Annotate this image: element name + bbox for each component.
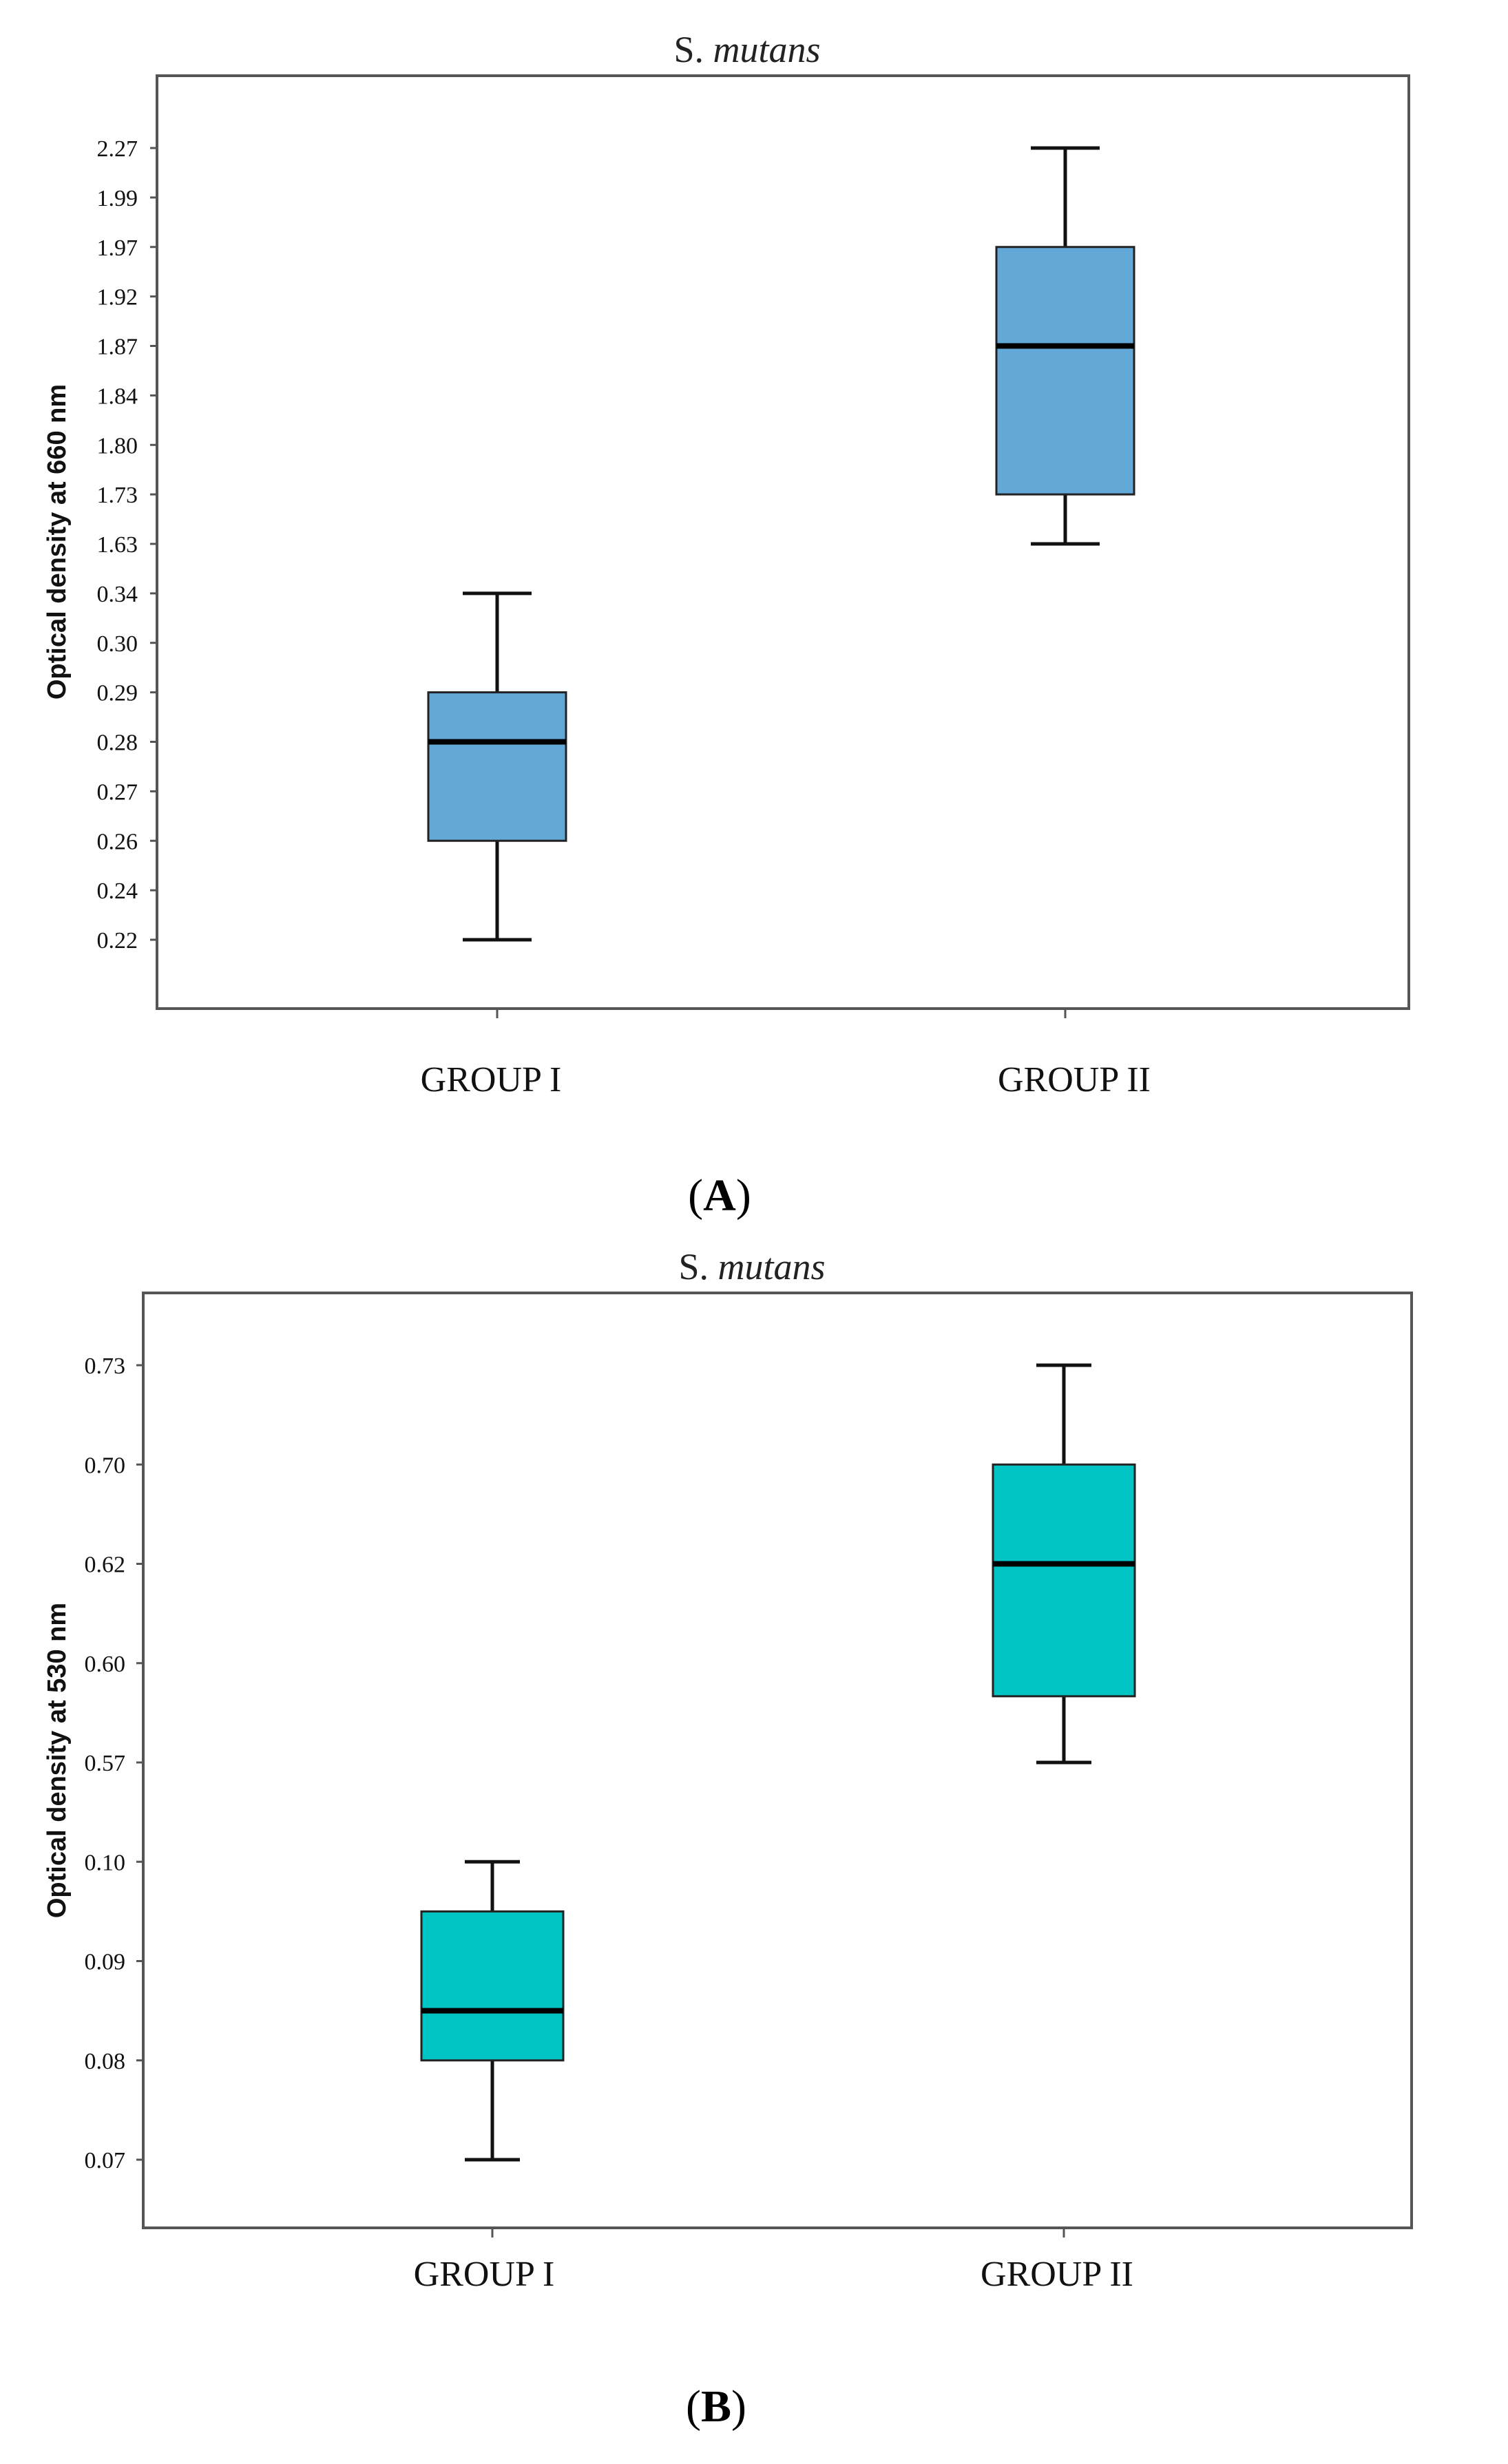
y-tick-label: 0.73 xyxy=(85,1354,126,1379)
chart-title: S. mutans xyxy=(673,29,820,70)
y-tick-label: 1.80 xyxy=(97,433,138,459)
y-tick-label: 0.09 xyxy=(85,1950,126,1975)
y-tick-label: 0.60 xyxy=(85,1652,126,1677)
panel-label: (A) xyxy=(688,1170,751,1221)
y-tick-label: 1.73 xyxy=(97,483,138,508)
chart-title-species: mutans xyxy=(713,29,821,70)
y-tick-label: 0.24 xyxy=(97,878,138,904)
plot-frame xyxy=(156,74,1410,1010)
box-iqr xyxy=(427,691,567,842)
y-tick-label: 1.63 xyxy=(97,532,138,558)
panel-label: (B) xyxy=(686,2381,746,2432)
box-iqr xyxy=(420,1910,565,2062)
plot-frame xyxy=(142,1292,1413,2229)
chart-title: S. mutans xyxy=(678,1246,825,1287)
y-tick-label: 0.30 xyxy=(97,631,138,657)
y-tick-label: 0.70 xyxy=(85,1453,126,1478)
y-tick-label: 0.26 xyxy=(97,829,138,854)
y-axis-label: Optical density at 660 nm xyxy=(43,384,72,699)
y-tick-label: 0.34 xyxy=(97,582,138,607)
panel-label-close: ) xyxy=(731,2381,746,2432)
y-tick-label: 0.22 xyxy=(97,928,138,954)
y-tick-label: 1.99 xyxy=(97,186,138,211)
y-tick-label: 0.07 xyxy=(85,2148,126,2173)
chart-title-prefix: S. xyxy=(678,1246,718,1287)
y-tick-label: 0.57 xyxy=(85,1751,126,1776)
y-tick-label: 0.62 xyxy=(85,1552,126,1578)
panel-label-letter: A xyxy=(703,1170,736,1221)
x-category-label: GROUP I xyxy=(414,2255,555,2294)
panel-label-letter: B xyxy=(701,2381,731,2432)
chart-title-species: mutans xyxy=(718,1246,826,1287)
x-category-label: GROUP II xyxy=(981,2255,1133,2294)
y-tick-label: 1.97 xyxy=(97,235,138,261)
box-iqr xyxy=(992,1463,1136,1698)
y-tick-label: 0.27 xyxy=(97,779,138,805)
y-tick-label: 0.28 xyxy=(97,730,138,756)
box-group-2: GROUP II xyxy=(981,1363,1136,2294)
box-group-1: GROUP I xyxy=(414,1860,565,2294)
x-category-label: GROUP II xyxy=(998,1060,1151,1099)
y-tick-label: 1.84 xyxy=(97,383,138,409)
y-axis-label: Optical density at 530 nm xyxy=(43,1603,72,1918)
chart-title-prefix: S. xyxy=(673,29,713,70)
chart-panel-A: S. mutans 0.22 0.24 0.26 0.27 0.28 0.29 0.30 0.3… xyxy=(43,29,1410,1221)
x-category-label: GROUP I xyxy=(421,1060,562,1099)
y-tick-label: 1.87 xyxy=(97,335,138,360)
y-tick-label: 0.29 xyxy=(97,681,138,706)
y-tick-label: 2.27 xyxy=(97,136,138,162)
panel-label-close: ) xyxy=(736,1170,751,1221)
y-tick-label: 0.10 xyxy=(85,1850,126,1875)
y-tick-label: 0.08 xyxy=(85,2049,126,2074)
box-iqr xyxy=(995,246,1135,496)
y-tick-label: 1.92 xyxy=(97,285,138,310)
panel-label-open: ( xyxy=(688,1170,703,1221)
chart-panel-B: S. mutans 0.07 0.08 0.09 0.10 0.57 0.60 0.62 0.7… xyxy=(43,1246,1413,2432)
box-group-2: GROUP II xyxy=(995,146,1151,1099)
panel-label-open: ( xyxy=(686,2381,701,2432)
box-group-1: GROUP I xyxy=(421,591,567,1099)
